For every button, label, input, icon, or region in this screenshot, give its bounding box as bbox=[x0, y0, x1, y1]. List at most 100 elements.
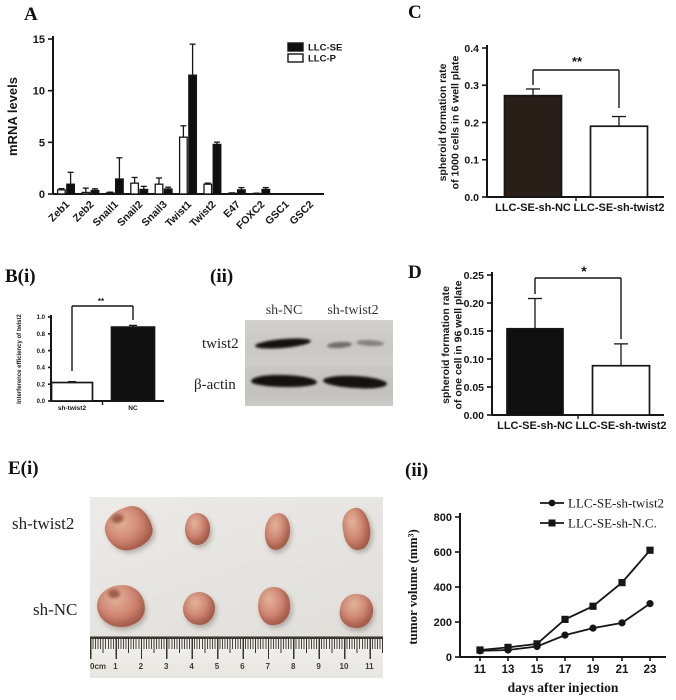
bar bbox=[114, 178, 124, 195]
panel-label-d: D bbox=[408, 262, 422, 283]
circle-marker bbox=[589, 624, 597, 632]
ruler-number: 10 bbox=[339, 662, 349, 671]
bar bbox=[66, 183, 76, 195]
blot-row-label-beta-actin: β-actin bbox=[194, 377, 236, 393]
bar bbox=[212, 143, 222, 195]
y-tick-label: 0.10 bbox=[464, 354, 485, 366]
bar bbox=[110, 326, 156, 402]
square-marker bbox=[589, 602, 597, 610]
ruler-number: 9 bbox=[316, 662, 321, 671]
y-tick-label: 0.8 bbox=[37, 332, 46, 338]
photo-row-label-sh-twist2: sh-twist2 bbox=[12, 514, 75, 533]
x-tick-label: 15 bbox=[531, 664, 544, 676]
significance-stars: ** bbox=[572, 54, 583, 69]
y-tick-label: 0.20 bbox=[464, 298, 485, 310]
ruler-number: 8 bbox=[290, 662, 296, 671]
tumor-photo: 0cm 1 2 3 4 5 6 7 8 9 10 11 bbox=[89, 497, 383, 678]
tumor-blob bbox=[263, 511, 292, 552]
y-tick-label: 0.6 bbox=[37, 349, 46, 355]
panel-label-b-ii: (ii) bbox=[210, 266, 234, 287]
x-tick-label: 19 bbox=[587, 664, 600, 676]
tumor-blob bbox=[337, 591, 376, 631]
bar bbox=[589, 125, 649, 198]
x-category-label: Twist2 bbox=[187, 199, 218, 230]
y-axis-title: spheroid formation rate bbox=[440, 286, 452, 404]
bar bbox=[188, 74, 198, 195]
tumor-blob bbox=[340, 506, 373, 552]
x-tick-label: 11 bbox=[474, 664, 487, 676]
x-category-label: Snail2 bbox=[115, 199, 145, 229]
y-tick-label: 200 bbox=[434, 617, 452, 629]
legend-square-marker bbox=[548, 519, 556, 527]
bar bbox=[81, 191, 91, 195]
ruler-number: 7 bbox=[265, 662, 271, 671]
y-axis-title: mRNA levels bbox=[5, 77, 20, 156]
bar bbox=[56, 189, 66, 195]
y-tick-label: 1.0 bbox=[37, 315, 46, 321]
y-tick-label: 15 bbox=[33, 34, 45, 46]
legend-swatch bbox=[287, 53, 304, 63]
y-tick-label: 0.4 bbox=[37, 366, 46, 372]
blot-row-label-twist2: twist2 bbox=[202, 336, 239, 352]
tumor-blob bbox=[183, 592, 215, 625]
square-marker bbox=[561, 615, 569, 623]
x-category-label: GSC2 bbox=[287, 199, 316, 228]
ruler-number: 3 bbox=[163, 662, 169, 671]
legend-swatch bbox=[287, 42, 304, 52]
y-tick-label: 0.2 bbox=[37, 382, 46, 388]
panel-label-b-i: B(i) bbox=[5, 266, 36, 287]
x-category-label: Zeb1 bbox=[46, 199, 72, 225]
bar bbox=[506, 327, 564, 416]
y-tick-label: 800 bbox=[434, 512, 452, 524]
ruler-zero-label: 0cm bbox=[89, 662, 107, 671]
square-marker bbox=[504, 643, 512, 651]
panel-label-e-ii: (ii) bbox=[405, 460, 429, 481]
circle-marker bbox=[646, 600, 654, 608]
bar bbox=[105, 192, 115, 195]
bar bbox=[163, 188, 173, 195]
y-tick-label: 0.15 bbox=[464, 326, 485, 338]
bar bbox=[90, 189, 100, 195]
x-category-label: LLC-SE-sh-NC bbox=[497, 420, 573, 432]
y-tick-label: 0.0 bbox=[37, 399, 46, 405]
panel-d-spheroid-bar-chart: 0.00 0.05 0.10 0.15 0.20 0.25 LLC-SE-sh-NC LLC-… bbox=[440, 263, 667, 432]
y-tick-label: 0 bbox=[446, 652, 452, 664]
tumor-dark-spot bbox=[111, 512, 125, 525]
western-blot-image bbox=[245, 320, 393, 406]
y-tick-label: 10 bbox=[33, 86, 45, 98]
ruler-number: 2 bbox=[138, 662, 144, 671]
tumor-blob bbox=[101, 502, 156, 555]
x-category-label: NC bbox=[128, 405, 138, 412]
panel-b-i-interference-bar-chart: 0.0 0.2 0.4 0.6 0.8 1.0 sh-twist2 NC ** Interfere… bbox=[17, 297, 164, 412]
legend-label: LLC-P bbox=[308, 54, 337, 65]
y-axis-title: of one cell in 96 well plate bbox=[453, 280, 465, 409]
legend-label: LLC-SE-sh-N.C. bbox=[568, 516, 657, 531]
y-tick-label: 0.05 bbox=[464, 382, 485, 394]
y-tick-label: 400 bbox=[434, 582, 452, 594]
y-axis-title: spheroid formation rate bbox=[437, 63, 449, 181]
square-marker bbox=[533, 640, 541, 648]
bar bbox=[236, 189, 246, 195]
y-axis-title: Interference efficiency of twist2 bbox=[17, 313, 23, 403]
bar bbox=[261, 188, 271, 195]
x-category-label: LLC-SE-sh-twist2 bbox=[575, 420, 666, 432]
bar bbox=[591, 364, 651, 416]
ruler-ticks bbox=[90, 637, 383, 663]
tumor-blob bbox=[95, 582, 147, 630]
legend-circle-marker bbox=[548, 499, 556, 507]
legend-label: LLC-SE bbox=[308, 43, 342, 54]
bar bbox=[139, 188, 149, 195]
panel-a-mrna-bar-chart: 051015Zeb1Zeb2Snail1Snail2Snail3Twist1Tw… bbox=[5, 34, 342, 232]
y-tick-label: 0.00 bbox=[464, 410, 485, 422]
circle-marker bbox=[561, 631, 569, 639]
significance-stars: * bbox=[581, 263, 587, 279]
x-tick-label: 13 bbox=[502, 664, 515, 676]
ruler-number: 6 bbox=[240, 662, 245, 671]
photo-row-label-sh-nc: sh-NC bbox=[33, 600, 78, 619]
x-category-label: LLC-SE-sh-twist2 bbox=[573, 202, 664, 214]
tumor-blob bbox=[185, 513, 210, 545]
x-category-label: LLC-SE-sh-NC bbox=[495, 202, 571, 214]
x-category-label: Snail1 bbox=[91, 199, 121, 229]
square-marker bbox=[476, 646, 484, 654]
